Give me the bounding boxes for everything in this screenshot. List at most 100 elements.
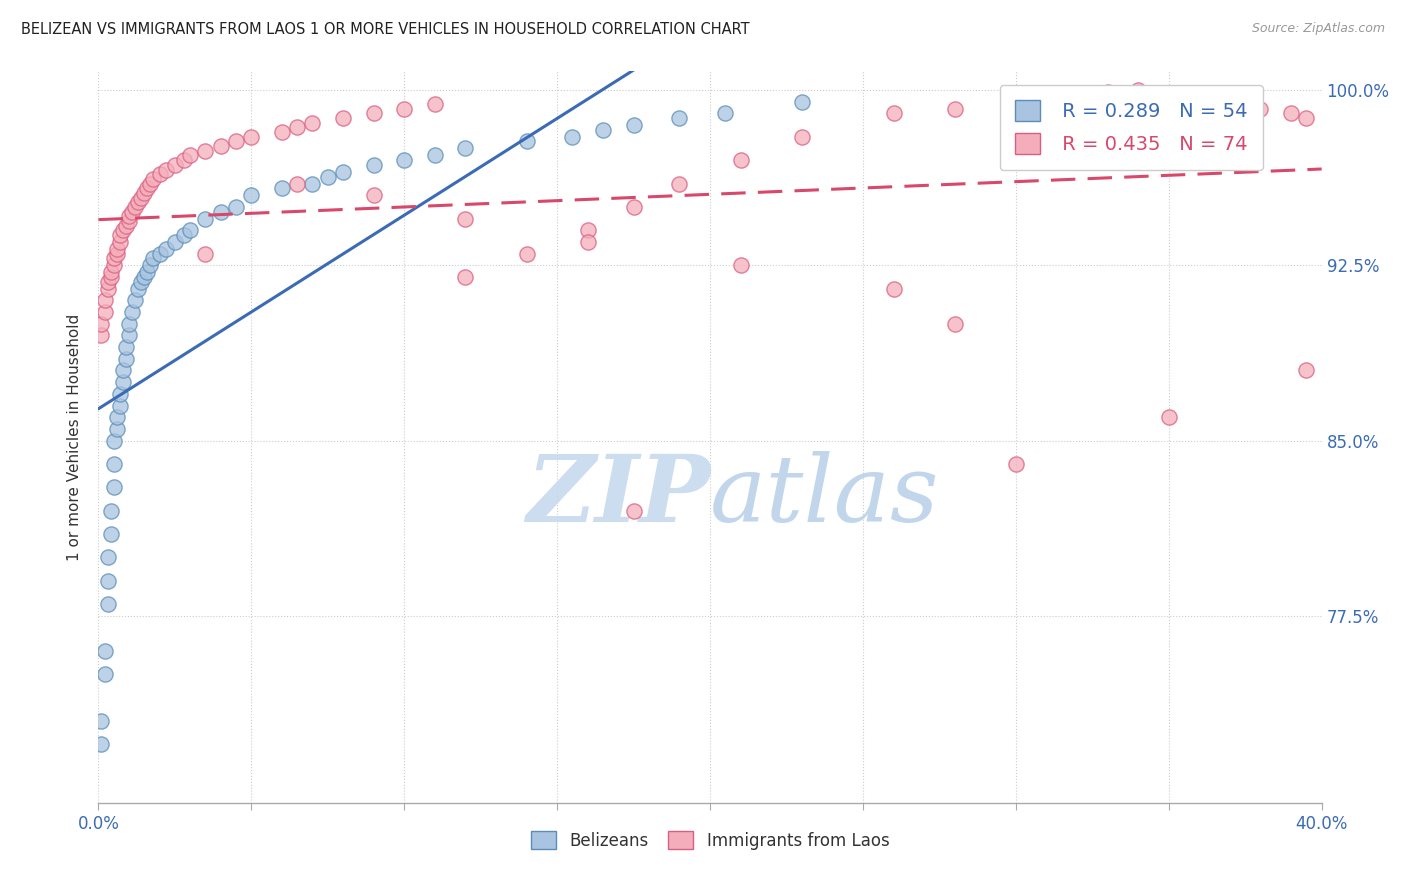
Point [623,118,645,132]
Legend: Belizeans, Immigrants from Laos: Belizeans, Immigrants from Laos [524,824,896,856]
Point [108,399,131,413]
Point [90,738,112,752]
Point [1157,410,1180,425]
Point [136,181,159,195]
Point [103,457,125,471]
Point [134,270,156,285]
Point [516,135,538,149]
Point [883,282,905,296]
Point [363,158,385,172]
Point [103,434,125,448]
Point [1035,92,1057,106]
Point [516,246,538,260]
Point [270,125,292,139]
Point [136,265,159,279]
Point [103,480,125,494]
Point [97,282,120,296]
Point [142,252,165,266]
Point [155,162,177,177]
Text: atlas: atlas [710,450,939,541]
Point [576,235,599,249]
Point [623,504,645,518]
Point [121,305,143,319]
Point [730,258,752,272]
Point [454,270,477,285]
Point [1295,111,1317,125]
Point [392,153,416,168]
Point [209,204,232,219]
Point [108,235,131,249]
Point [93,644,115,658]
Point [225,135,247,149]
Point [668,177,690,191]
Y-axis label: 1 or more Vehicles in Household: 1 or more Vehicles in Household [67,313,83,561]
Point [127,195,149,210]
Text: ZIP: ZIP [526,450,710,541]
Point [454,141,477,155]
Point [332,111,354,125]
Point [225,200,247,214]
Point [623,200,645,214]
Point [134,186,156,200]
Point [97,597,120,611]
Point [100,527,122,541]
Point [301,177,323,191]
Point [1004,97,1026,112]
Point [121,204,143,219]
Point [142,172,165,186]
Point [139,258,162,272]
Point [90,714,112,728]
Text: BELIZEAN VS IMMIGRANTS FROM LAOS 1 OR MORE VEHICLES IN HOUSEHOLD CORRELATION CHA: BELIZEAN VS IMMIGRANTS FROM LAOS 1 OR MO… [21,22,749,37]
Point [129,275,152,289]
Point [285,177,308,191]
Point [103,252,125,266]
Point [316,169,339,184]
Point [139,177,162,191]
Point [363,106,385,120]
Point [1295,363,1317,377]
Point [592,122,614,136]
Point [240,188,263,202]
Point [943,102,966,116]
Point [90,328,112,343]
Point [115,219,138,233]
Point [194,211,217,226]
Point [97,574,120,588]
Point [124,200,146,214]
Point [118,328,141,343]
Point [1219,97,1241,112]
Point [118,214,141,228]
Point [100,504,122,518]
Point [118,209,141,223]
Point [97,550,120,565]
Text: Source: ZipAtlas.com: Source: ZipAtlas.com [1251,22,1385,36]
Point [392,102,416,116]
Point [93,305,115,319]
Point [129,190,152,204]
Point [790,95,813,109]
Point [163,235,186,249]
Point [108,227,131,242]
Point [1004,457,1026,471]
Point [270,181,292,195]
Point [1097,86,1119,100]
Point [173,227,195,242]
Point [423,148,446,162]
Point [100,265,122,279]
Point [111,375,134,389]
Point [105,410,128,425]
Point [93,293,115,308]
Point [194,144,217,158]
Point [97,275,120,289]
Point [111,223,134,237]
Point [1128,83,1150,97]
Point [561,129,583,144]
Point [1279,106,1302,120]
Point [332,165,354,179]
Point [1188,92,1211,106]
Point [1157,87,1180,102]
Point [730,153,752,168]
Point [105,242,128,256]
Point [285,120,308,135]
Point [127,282,149,296]
